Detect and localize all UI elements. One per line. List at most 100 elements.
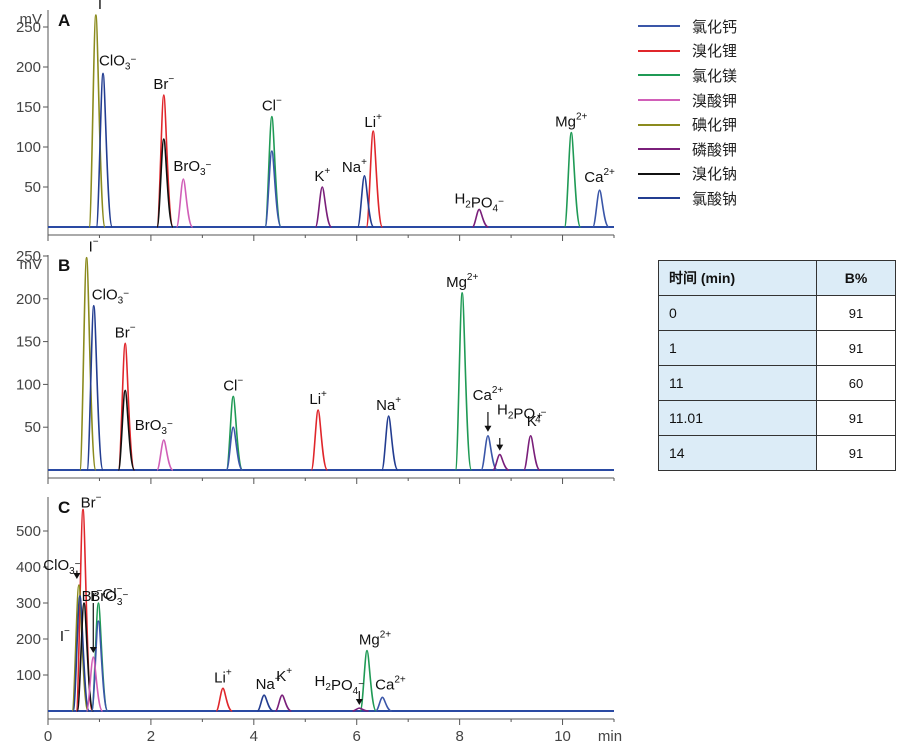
peak-label: Ca2+ bbox=[584, 167, 615, 186]
legend-item: 溴化锂 bbox=[638, 39, 737, 64]
peak-trace bbox=[117, 389, 136, 471]
peak-label: Cl− bbox=[262, 96, 282, 115]
peak-label: BrO3− bbox=[135, 417, 173, 437]
time-cell: 11.01 bbox=[658, 400, 817, 436]
y-axis-unit: mV bbox=[20, 11, 43, 28]
legend-swatch bbox=[638, 99, 680, 102]
peak-trace bbox=[563, 131, 582, 228]
table-row: 11 60 bbox=[658, 365, 897, 401]
peak-label: Cl− bbox=[223, 375, 243, 394]
peak-label: ClO3− bbox=[92, 287, 129, 307]
panel-label: C bbox=[58, 498, 70, 517]
table-row: 1 91 bbox=[658, 330, 897, 366]
panel-label: A bbox=[58, 11, 70, 30]
y-tick-label: 250 bbox=[16, 19, 41, 36]
peak-label: K+ bbox=[314, 166, 330, 185]
legend-label: 氯化钙 bbox=[692, 18, 738, 36]
peak-trace bbox=[215, 687, 233, 712]
peak-trace bbox=[175, 178, 194, 228]
peak-trace bbox=[352, 707, 369, 712]
arrow-head bbox=[355, 699, 363, 705]
peak-trace bbox=[314, 186, 333, 228]
legend-label: 氯化镁 bbox=[692, 67, 738, 85]
b-percent-cell: 91 bbox=[815, 400, 897, 436]
column-header-b-percent: B% bbox=[815, 260, 897, 296]
peak-label: Br− bbox=[81, 492, 102, 511]
legend-label: 溴化钠 bbox=[692, 166, 738, 184]
y-tick-label: 250 bbox=[16, 248, 41, 265]
peak-trace bbox=[381, 415, 399, 471]
table-row: 11.01 91 bbox=[658, 400, 897, 436]
legend-swatch bbox=[638, 25, 680, 28]
legend-label: 溴酸钾 bbox=[692, 92, 738, 110]
x-tick-label: 8 bbox=[455, 728, 463, 745]
time-cell: 11 bbox=[658, 365, 817, 401]
peak-trace bbox=[359, 649, 378, 712]
peak-trace bbox=[310, 409, 329, 471]
arrow-head bbox=[73, 573, 81, 579]
y-tick-label: 400 bbox=[16, 559, 41, 576]
peak-label: Mg2+ bbox=[359, 630, 391, 649]
peak-label: I− bbox=[98, 0, 108, 13]
x-tick-label: 4 bbox=[250, 728, 258, 745]
peak-label: H2PO4− bbox=[315, 673, 365, 697]
peak-trace bbox=[72, 594, 90, 712]
b-percent-cell: 91 bbox=[815, 435, 897, 471]
gradient-table: 时间 (min) B% 0 91 1 91 11 60 11.01 91 14 91 bbox=[658, 260, 897, 471]
legend-label: 溴化锂 bbox=[692, 43, 738, 61]
y-tick-label: 500 bbox=[16, 523, 41, 540]
x-tick-label: 6 bbox=[353, 728, 361, 745]
legend-swatch bbox=[638, 123, 680, 126]
legend-item: 溴化钠 bbox=[638, 162, 737, 187]
peak-trace bbox=[356, 174, 375, 228]
peak-label: BrO3− bbox=[90, 588, 128, 608]
peak-label: Ca2+ bbox=[375, 674, 406, 693]
time-cell: 0 bbox=[658, 295, 817, 331]
arrow-head bbox=[484, 425, 492, 432]
peak-trace bbox=[264, 150, 282, 228]
peak-trace bbox=[492, 453, 510, 471]
peak-label: Br− bbox=[82, 586, 103, 605]
peak-trace bbox=[79, 256, 97, 471]
peak-label: K+ bbox=[276, 666, 292, 685]
peak-trace bbox=[256, 694, 274, 712]
peak-label: Li+ bbox=[364, 112, 382, 131]
time-cell: 1 bbox=[658, 330, 817, 366]
peak-label: K+ bbox=[527, 411, 543, 430]
b-percent-cell: 91 bbox=[815, 295, 897, 331]
peak-trace bbox=[95, 72, 114, 228]
peak-trace bbox=[274, 694, 292, 712]
peak-label: ClO3− bbox=[99, 52, 136, 72]
peak-trace bbox=[480, 434, 498, 471]
y-tick-label: 200 bbox=[16, 291, 41, 308]
peak-trace bbox=[156, 138, 174, 228]
legend-swatch bbox=[638, 49, 680, 52]
b-percent-cell: 60 bbox=[815, 365, 897, 401]
y-tick-label: 200 bbox=[16, 59, 41, 76]
y-tick-label: 150 bbox=[16, 99, 41, 116]
legend-item: 溴酸钾 bbox=[638, 88, 737, 113]
peak-label: Br− bbox=[153, 74, 174, 93]
y-tick-label: 100 bbox=[16, 139, 41, 156]
legend-swatch bbox=[638, 74, 680, 77]
peak-label: BrO3− bbox=[173, 158, 211, 178]
peak-label: Na+ bbox=[256, 674, 281, 693]
peak-label: Mg2+ bbox=[555, 112, 587, 131]
peak-label: I− bbox=[60, 626, 70, 645]
peak-label: H2PO4− bbox=[454, 190, 504, 214]
peak-label: I− bbox=[89, 237, 99, 256]
peak-label: Li+ bbox=[309, 389, 327, 408]
legend-label: 碘化钾 bbox=[692, 117, 738, 135]
peak-label: ClO3− bbox=[43, 557, 80, 577]
peak-trace bbox=[156, 439, 174, 471]
b-percent-cell: 91 bbox=[815, 330, 897, 366]
peak-label: Mg2+ bbox=[446, 272, 478, 291]
arrow-head bbox=[89, 647, 97, 653]
peak-label: Ca2+ bbox=[473, 385, 504, 404]
legend-item: 氯酸钠 bbox=[638, 186, 737, 211]
y-tick-label: 200 bbox=[16, 631, 41, 648]
peak-label: Cl− bbox=[102, 584, 122, 603]
table-header-row: 时间 (min) B% bbox=[658, 260, 897, 296]
